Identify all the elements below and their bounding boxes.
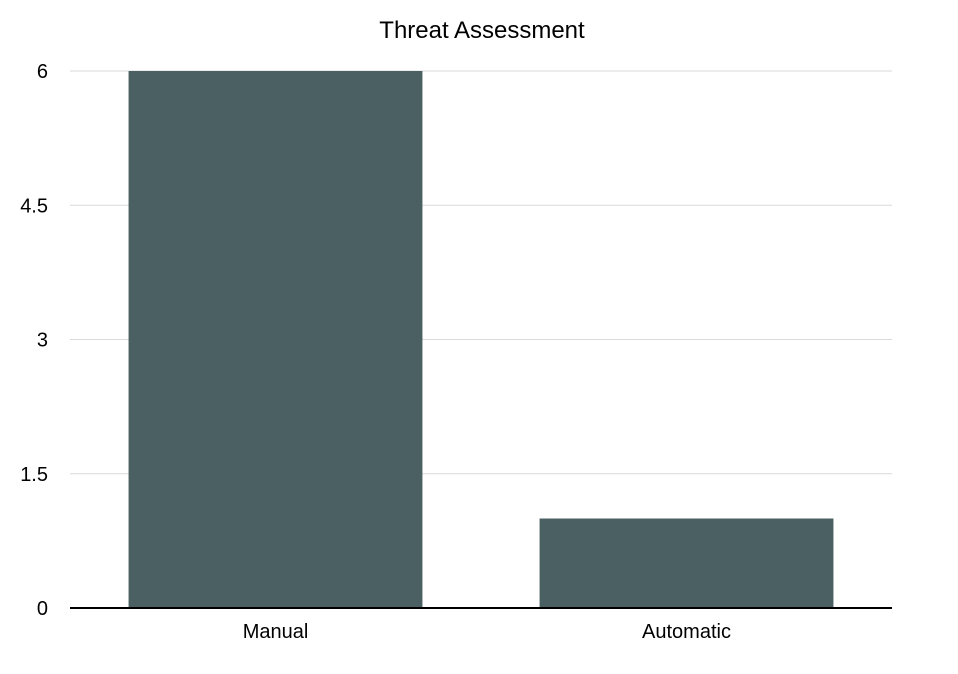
y-tick-label: 3 bbox=[37, 330, 48, 352]
bars bbox=[128, 71, 834, 608]
x-axis-tick-labels: Manual Automatic bbox=[243, 621, 731, 643]
chart-title: Threat Assessment bbox=[379, 17, 585, 44]
bar-manual bbox=[128, 71, 423, 608]
bar-automatic bbox=[539, 518, 834, 608]
x-tick-label: Manual bbox=[243, 621, 309, 643]
y-axis-tick-labels: 0 1.5 3 4.5 6 bbox=[20, 61, 48, 620]
y-tick-label: 0 bbox=[37, 598, 48, 620]
y-tick-label: 1.5 bbox=[20, 464, 48, 486]
x-tick-label: Automatic bbox=[642, 621, 731, 643]
y-tick-label: 4.5 bbox=[20, 195, 48, 217]
y-tick-label: 6 bbox=[37, 61, 48, 83]
